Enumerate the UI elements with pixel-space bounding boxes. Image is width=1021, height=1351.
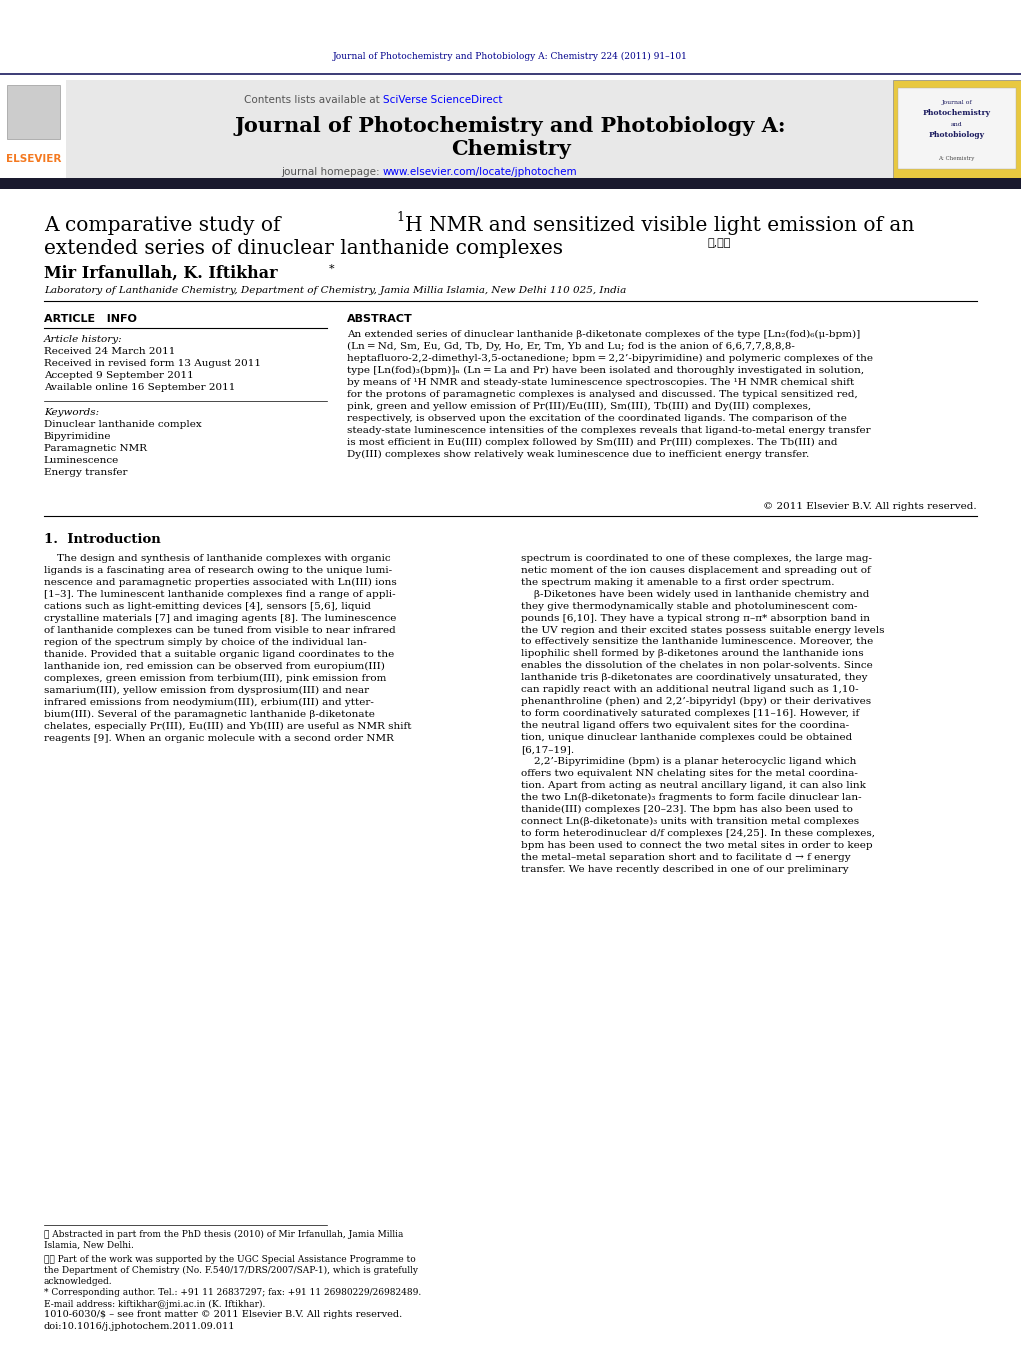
Text: H NMR and sensitized visible light emission of an: H NMR and sensitized visible light emiss… — [405, 216, 915, 235]
Text: Journal of: Journal of — [941, 100, 972, 105]
Text: Mir Irfanullah, K. Iftikhar: Mir Irfanullah, K. Iftikhar — [44, 265, 278, 281]
Text: ELSEVIER: ELSEVIER — [6, 154, 61, 165]
Text: Received in revised form 13 August 2011: Received in revised form 13 August 2011 — [44, 359, 261, 367]
Bar — [0, 178, 1021, 189]
Bar — [898, 88, 1016, 169]
Bar — [7, 85, 60, 139]
Text: Dinuclear lanthanide complex: Dinuclear lanthanide complex — [44, 420, 202, 428]
Text: Laboratory of Lanthanide Chemistry, Department of Chemistry, Jamia Millia Islami: Laboratory of Lanthanide Chemistry, Depa… — [44, 286, 626, 295]
Bar — [0, 80, 66, 178]
Text: 1: 1 — [396, 211, 404, 224]
Text: Journal of Photochemistry and Photobiology A:: Journal of Photochemistry and Photobiolo… — [235, 116, 786, 135]
Text: Accepted 9 September 2011: Accepted 9 September 2011 — [44, 372, 194, 380]
Text: Received 24 March 2011: Received 24 March 2011 — [44, 347, 176, 355]
Text: 1.  Introduction: 1. Introduction — [44, 532, 160, 546]
Text: spectrum is coordinated to one of these complexes, the large mag-
netic moment o: spectrum is coordinated to one of these … — [521, 554, 884, 874]
Text: A comparative study of: A comparative study of — [44, 216, 287, 235]
Text: Energy transfer: Energy transfer — [44, 469, 128, 477]
Text: Contents lists available at: Contents lists available at — [244, 95, 383, 105]
Text: 1010-6030/$ – see front matter © 2011 Elsevier B.V. All rights reserved.: 1010-6030/$ – see front matter © 2011 El… — [44, 1310, 402, 1319]
Text: Chemistry: Chemistry — [450, 139, 571, 158]
Text: doi:10.1016/j.jphotochem.2011.09.011: doi:10.1016/j.jphotochem.2011.09.011 — [44, 1323, 236, 1331]
Text: * Corresponding author. Tel.: +91 11 26837297; fax: +91 11 26980229/26982489.: * Corresponding author. Tel.: +91 11 268… — [44, 1288, 421, 1297]
Text: A: Chemistry: A: Chemistry — [938, 155, 975, 161]
Text: www.elsevier.com/locate/jphotochem: www.elsevier.com/locate/jphotochem — [383, 166, 578, 177]
Text: ARTICLE   INFO: ARTICLE INFO — [44, 313, 137, 324]
Text: An extended series of dinuclear lanthanide β-diketonate complexes of the type [L: An extended series of dinuclear lanthani… — [347, 330, 873, 459]
Text: *: * — [329, 263, 335, 274]
Text: SciVerse ScienceDirect: SciVerse ScienceDirect — [383, 95, 502, 105]
Text: and: and — [951, 122, 963, 127]
Text: Paramagnetic NMR: Paramagnetic NMR — [44, 444, 147, 453]
Text: Available online 16 September 2011: Available online 16 September 2011 — [44, 384, 235, 392]
Text: E-mail address: kiftikhar@jmi.ac.in (K. Iftikhar).: E-mail address: kiftikhar@jmi.ac.in (K. … — [44, 1300, 265, 1309]
Text: ★,★★: ★,★★ — [708, 238, 731, 249]
Text: Keywords:: Keywords: — [44, 408, 99, 416]
Text: Article history:: Article history: — [44, 335, 123, 343]
Bar — [66, 80, 893, 178]
Text: © 2011 Elsevier B.V. All rights reserved.: © 2011 Elsevier B.V. All rights reserved… — [764, 503, 977, 511]
Text: ★ Abstracted in part from the PhD thesis (2010) of Mir Irfanullah, Jamia Millia
: ★ Abstracted in part from the PhD thesis… — [44, 1229, 403, 1250]
Text: extended series of dinuclear lanthanide complexes: extended series of dinuclear lanthanide … — [44, 239, 563, 258]
Text: Bipyrimidine: Bipyrimidine — [44, 432, 111, 440]
Text: Journal of Photochemistry and Photobiology A: Chemistry 224 (2011) 91–101: Journal of Photochemistry and Photobiolo… — [333, 53, 688, 61]
Text: ★★ Part of the work was supported by the UGC Special Assistance Programme to
the: ★★ Part of the work was supported by the… — [44, 1255, 418, 1286]
Text: Photochemistry: Photochemistry — [923, 109, 990, 118]
Text: Photobiology: Photobiology — [929, 131, 984, 139]
Bar — [893, 80, 1021, 178]
Text: The design and synthesis of lanthanide complexes with organic
ligands is a fasci: The design and synthesis of lanthanide c… — [44, 554, 411, 743]
Text: ABSTRACT: ABSTRACT — [347, 313, 412, 324]
Text: Luminescence: Luminescence — [44, 457, 119, 465]
Text: journal homepage:: journal homepage: — [281, 166, 383, 177]
